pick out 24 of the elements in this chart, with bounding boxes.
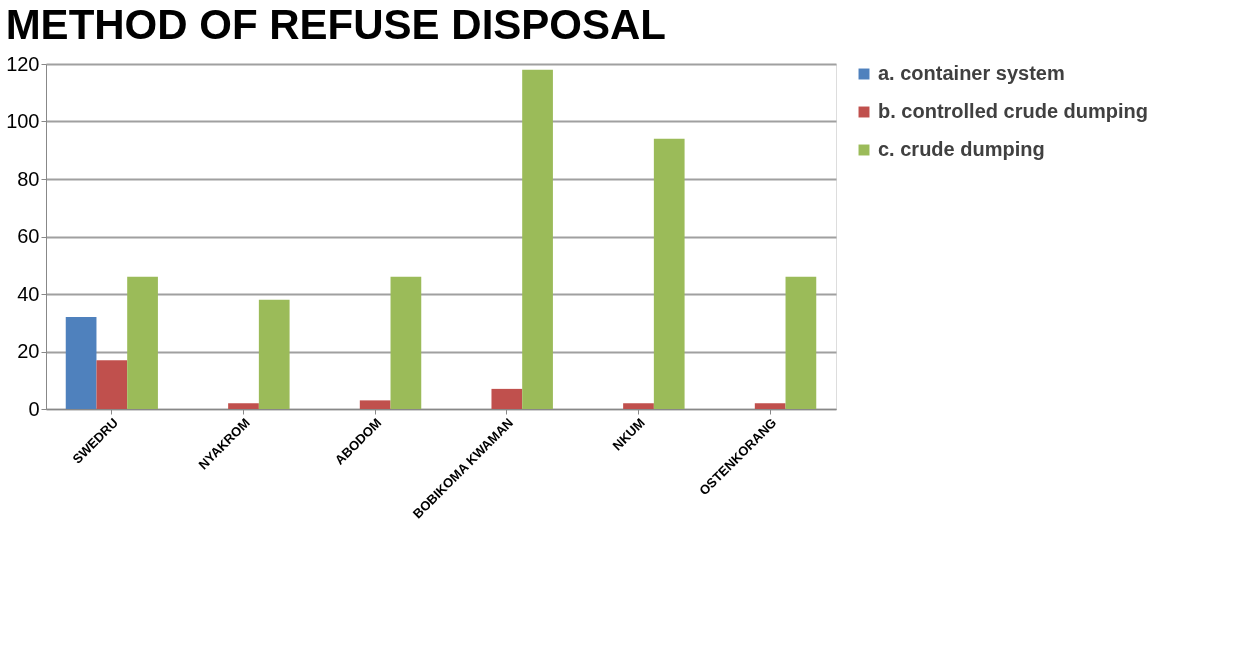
y-tick-label: 20: [17, 340, 40, 362]
bar: [491, 388, 523, 409]
bar: [228, 403, 259, 409]
y-tick-label: 0: [28, 397, 40, 420]
bar: [96, 360, 128, 409]
bar: [390, 276, 422, 409]
bar: [653, 138, 685, 409]
legend-label: a. container system: [878, 62, 1065, 84]
y-tick-label: 100: [6, 110, 40, 132]
bar: [359, 400, 391, 409]
bar: [785, 276, 817, 409]
y-tick-label: 40: [17, 282, 40, 305]
y-tick-label: 80: [17, 167, 40, 190]
chart-title: METHOD OF REFUSE DISPOSAL: [5, 1, 667, 48]
legend-label: b. controlled crude dumping: [878, 100, 1148, 122]
bar: [127, 276, 158, 409]
bar: [623, 403, 654, 409]
bar: [65, 317, 97, 409]
bar: [754, 403, 786, 409]
y-tick-label: 120: [6, 52, 40, 75]
bar: [258, 299, 290, 409]
bar: [522, 69, 553, 409]
y-tick-label: 60: [17, 225, 40, 247]
legend-label: c. crude dumping: [878, 138, 1045, 160]
